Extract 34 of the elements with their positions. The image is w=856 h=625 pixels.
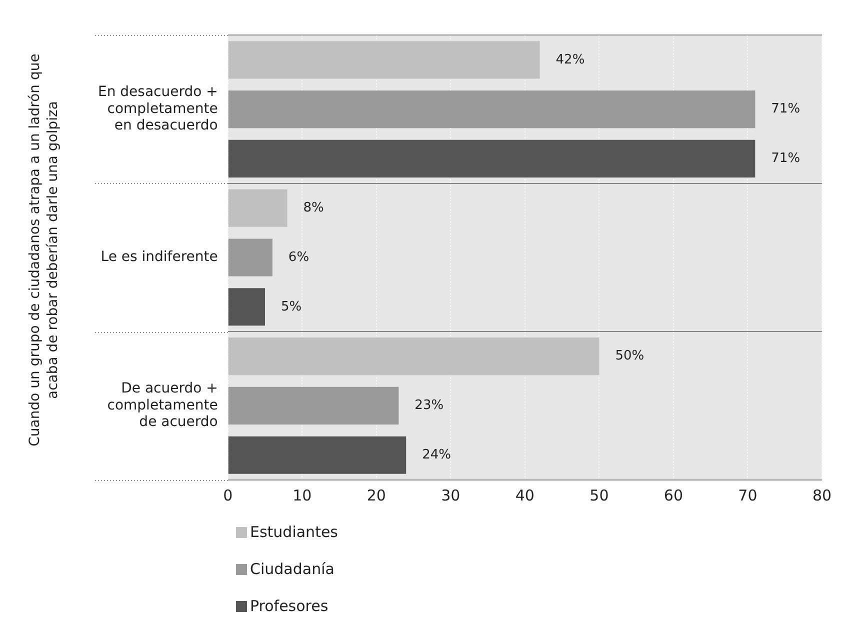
x-tick-label: 60 <box>664 486 684 505</box>
data-label: 71% <box>771 151 800 166</box>
x-tick-label: 70 <box>738 486 758 505</box>
bar <box>228 90 756 128</box>
bar <box>228 41 540 79</box>
data-label: 42% <box>556 52 585 68</box>
bar <box>228 238 272 276</box>
data-label: 24% <box>422 447 452 462</box>
data-label: 71% <box>771 102 800 117</box>
data-label: 8% <box>303 200 324 216</box>
legend-label: Estudiantes <box>249 522 338 542</box>
bar <box>228 436 406 474</box>
y-tick-label: Le es indiferente <box>100 249 218 266</box>
x-tick-label: 20 <box>366 486 386 505</box>
y-axis-title: Cuando un grupo de ciudadanos atrapa a un ladrón que acaba de robar deberían darle una golpiza <box>26 52 62 448</box>
data-label: 23% <box>414 398 444 414</box>
bar <box>228 338 600 376</box>
x-tick-label: 40 <box>515 486 534 505</box>
y-tick-label: De acuerdo + completamente de acuerdo <box>107 380 218 430</box>
data-label: 5% <box>281 299 302 314</box>
x-tick-label: 0 <box>223 486 233 505</box>
x-tick-label: 30 <box>441 486 460 505</box>
bar <box>228 189 288 227</box>
legend-label: Ciudadanía <box>249 559 336 579</box>
bar <box>228 140 756 178</box>
x-tick-label: 10 <box>292 486 312 505</box>
bar <box>228 288 265 326</box>
y-tick-label: En desacuerdo + completamente en desacuerdo <box>98 84 218 134</box>
data-label: 50% <box>615 348 644 364</box>
x-tick-label: 50 <box>590 486 609 505</box>
legend-label: Profesores <box>249 596 330 616</box>
bar <box>228 386 399 424</box>
data-label: 6% <box>288 250 310 265</box>
x-tick-label: 80 <box>812 486 832 505</box>
